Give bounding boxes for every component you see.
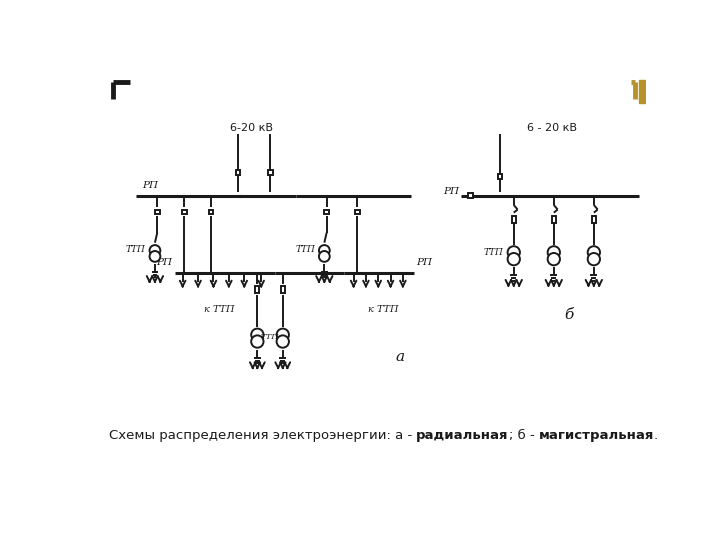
Text: РП: РП (143, 181, 158, 190)
Text: РП: РП (443, 187, 459, 197)
Text: ТТП: ТТП (295, 245, 315, 254)
Circle shape (508, 246, 520, 259)
Text: 6 - 20 кВ: 6 - 20 кВ (527, 123, 577, 132)
Circle shape (150, 245, 161, 256)
Circle shape (319, 245, 330, 256)
Circle shape (319, 251, 330, 262)
Circle shape (548, 253, 560, 265)
Text: .: . (654, 429, 658, 442)
Text: а: а (395, 350, 405, 365)
Bar (592, 215, 595, 224)
Text: к ТТП: к ТТП (204, 305, 234, 314)
Bar (468, 193, 473, 198)
Circle shape (588, 253, 600, 265)
Text: Схемы распределения электроэнергии: а -: Схемы распределения электроэнергии: а - (109, 429, 416, 442)
Circle shape (251, 329, 264, 341)
Circle shape (150, 251, 161, 262)
Text: РП: РП (157, 258, 173, 267)
Bar (552, 215, 556, 224)
Bar (324, 210, 329, 214)
Bar (256, 286, 259, 293)
Text: к ТТП: к ТТП (368, 305, 398, 314)
Text: б: б (564, 308, 574, 322)
Text: ТТП: ТТП (261, 333, 279, 341)
Circle shape (548, 246, 560, 259)
Text: радиальная: радиальная (416, 429, 509, 442)
Bar (182, 210, 186, 214)
Text: ТТП: ТТП (126, 245, 145, 254)
Text: ТТП: ТТП (483, 248, 503, 257)
Bar (209, 210, 213, 214)
Circle shape (276, 335, 289, 348)
Text: ; б -: ; б - (509, 429, 539, 442)
Bar (268, 170, 273, 175)
Bar (498, 174, 503, 179)
Text: магистральная: магистральная (539, 429, 654, 442)
Bar (512, 215, 516, 224)
Bar (155, 210, 160, 214)
Bar (235, 170, 240, 175)
Circle shape (508, 253, 520, 265)
Bar (355, 210, 360, 214)
Text: 6-20 кВ: 6-20 кВ (230, 123, 273, 132)
Bar (639, 80, 647, 103)
Circle shape (276, 329, 289, 341)
Circle shape (588, 246, 600, 259)
Text: РП: РП (416, 258, 432, 267)
Bar (281, 286, 284, 293)
Circle shape (251, 335, 264, 348)
